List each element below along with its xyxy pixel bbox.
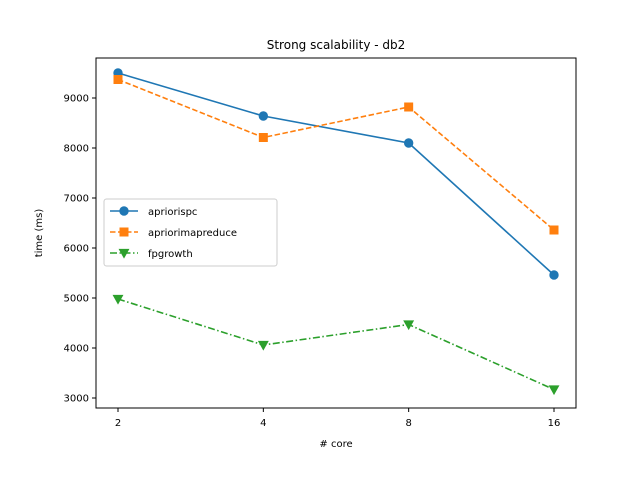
y-tick-label-7000: 7000 <box>64 194 89 205</box>
series-line-apriorimapreduce <box>117 78 555 231</box>
point-apriorimapreduce-16 <box>549 225 559 235</box>
legend: apriorispc apriorimapreduce fpgrowth <box>103 198 278 267</box>
point-fpgrowth-8 <box>403 320 415 331</box>
x-tick-label-16: 16 <box>548 418 561 429</box>
y-tick-label-9000: 9000 <box>64 94 89 105</box>
legend-label-fpgrowth: fpgrowth <box>148 249 193 260</box>
axes-layer: 2 4 8 16 3000 4000 5000 6000 7000 8000 9000 <box>64 94 561 430</box>
chart-title: Strong scalability - db2 <box>267 38 406 52</box>
legend-marker-apriorimapreduce <box>119 227 129 237</box>
series-line-apriorispc <box>117 72 555 276</box>
legend-marker-fpgrowth <box>118 248 130 259</box>
x-axis-title: # core <box>319 439 352 450</box>
point-fpgrowth-4 <box>257 340 269 351</box>
series-line-fpgrowth <box>117 298 555 391</box>
point-apriorimapreduce-8 <box>404 102 414 112</box>
plot-frame <box>95 57 577 409</box>
point-fpgrowth-2 <box>112 294 124 305</box>
point-apriorispc-8 <box>403 138 414 148</box>
point-apriorimapreduce-4 <box>258 133 268 142</box>
y-axis-title: time (ms) <box>34 209 45 258</box>
point-apriorispc-16 <box>549 270 559 280</box>
x-tick-label-8: 8 <box>405 418 411 429</box>
y-tick-label-6000: 6000 <box>64 244 89 255</box>
y-tick-label-4000: 4000 <box>64 344 89 355</box>
y-tick-label-8000: 8000 <box>64 144 89 155</box>
point-apriorimapreduce-2 <box>113 75 123 84</box>
x-tick-label-2: 2 <box>115 418 121 429</box>
point-apriorispc-4 <box>258 111 269 121</box>
y-tick-label-3000: 3000 <box>64 394 89 405</box>
legend-box <box>103 198 278 267</box>
legend-marker-apriorispc <box>119 206 129 216</box>
y-tick-label-5000: 5000 <box>64 294 89 305</box>
legend-label-apriorimapreduce: apriorimapreduce <box>148 228 237 239</box>
legend-label-apriorispc: apriorispc <box>148 207 197 218</box>
x-tick-label-4: 4 <box>260 418 266 429</box>
point-fpgrowth-16 <box>548 385 560 396</box>
plot-layer <box>112 68 560 396</box>
